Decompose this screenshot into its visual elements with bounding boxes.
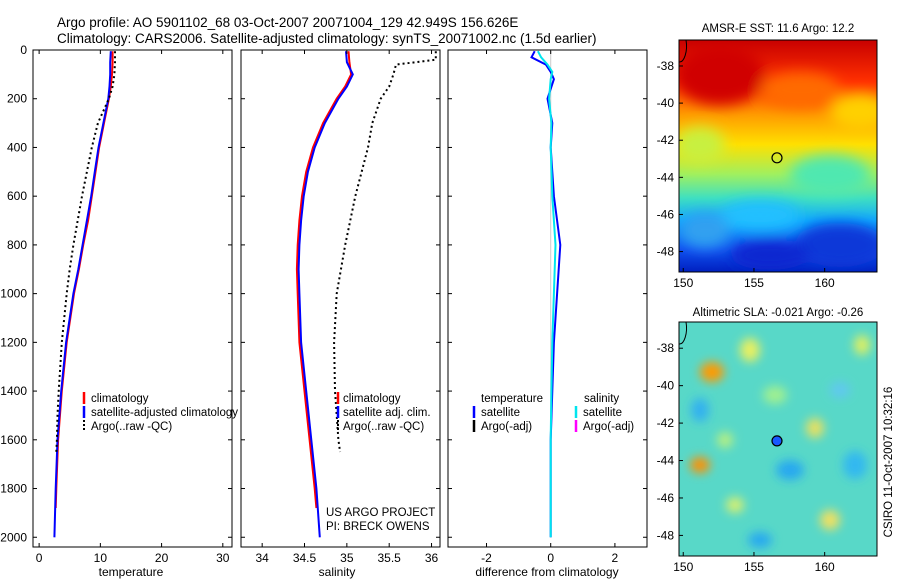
sla-coastline [678, 321, 688, 345]
header-line-2: Climatology: CARS2006. Satellite-adjuste… [57, 31, 597, 46]
map-x-tick-label: 155 [744, 560, 764, 574]
x-tick-label: 2 [612, 551, 619, 565]
x-tick-label: 30 [216, 551, 230, 565]
salinity-axes-box [240, 49, 441, 548]
map-x-tick-label: 160 [815, 560, 835, 574]
project-annotation-line-2: PI: BRECK OWENS [326, 521, 430, 533]
series-line-argo-raw-qc- [333, 51, 437, 453]
sst-heatmap [679, 40, 877, 272]
legend-label-sal-satellite: satellite [583, 407, 622, 419]
map-y-tick-label: -42 [657, 416, 675, 430]
map-y-tick-label: -46 [657, 207, 675, 221]
salinity-legend: climatology satellite adj. clim. Argo(..… [336, 392, 431, 433]
map-y-tick-label: -38 [657, 341, 675, 355]
x-tick-label: 10 [94, 551, 108, 565]
x-tick-label: 36 [425, 551, 439, 565]
x-tick-label: 0 [36, 551, 43, 565]
sla-map-frame [678, 321, 878, 557]
difference-legend: temperature salinity satellite Argo(-adj… [472, 393, 634, 433]
sla-map-panel: Altimetric SLA: -0.021 Argo: -0.26 [657, 307, 895, 574]
y-tick-label: 200 [7, 92, 27, 106]
sst-map-frame [678, 39, 878, 273]
salinity-xlabel: salinity [319, 565, 356, 579]
series-line-satellite-adjusted-climatology [53, 51, 112, 538]
sst-float-marker [771, 152, 783, 164]
x-tick-label: 34.5 [293, 551, 317, 565]
difference-xlabel: difference from climatology [475, 565, 618, 579]
x-tick-label: 35.5 [378, 551, 402, 565]
map-y-tick-label: -44 [657, 454, 675, 468]
header-line-1: Argo profile: AO 5901102_68 03-Oct-2007 … [57, 15, 518, 30]
map-y-tick-label: -40 [657, 96, 675, 110]
temperature-legend: climatology satellite-adjusted climatolo… [82, 392, 238, 433]
sst-map-title: AMSR-E SST: 11.6 Argo: 12.2 [702, 23, 855, 35]
legend-label-sal-argo: Argo(-adj) [583, 421, 634, 433]
y-tick-label: 1000 [0, 287, 27, 301]
y-tick-label: 1600 [0, 433, 27, 447]
x-tick-label: 34 [255, 551, 269, 565]
legend-label-temp-argo: Argo(-adj) [481, 421, 532, 433]
legend-label-satellite-adj: satellite adj. clim. [343, 407, 431, 419]
temperature-axes-box [32, 49, 233, 548]
difference-panel: -2 0 2 difference from climatology tempera… [447, 49, 648, 579]
legend-label-climatology: climatology [91, 393, 149, 405]
temperature-panel: 0 10 20 30 0 200 400 600 800 1000 1200 1400 1600 1800… [0, 43, 238, 579]
series-line-salinity-satellite [537, 50, 557, 538]
y-tick-label: 800 [7, 238, 27, 252]
series-line-satellite-adj-clim- [297, 51, 354, 538]
x-tick-label: -2 [481, 551, 492, 565]
sla-map-title: Altimetric SLA: -0.021 Argo: -0.26 [693, 307, 864, 319]
map-y-tick-label: -40 [657, 379, 675, 393]
x-tick-label: 20 [155, 551, 169, 565]
legend-label-climatology: climatology [343, 393, 401, 405]
legend-label-argo: Argo(..raw -QC) [343, 421, 424, 433]
sst-map-panel: AMSR-E SST: 11.6 Argo: 12.2 150 155 160 -38… [657, 23, 878, 290]
map-y-tick-label: -48 [657, 245, 675, 259]
map-x-tick-label: 150 [673, 560, 693, 574]
legend-title-temperature: temperature [481, 393, 543, 405]
project-annotation-line-1: US ARGO PROJECT [326, 507, 435, 519]
y-tick-label: 400 [7, 140, 27, 154]
y-tick-label: 1800 [0, 482, 27, 496]
y-tick-label: 0 [20, 43, 27, 57]
map-x-tick-label: 155 [744, 276, 764, 290]
sla-float-marker [771, 435, 783, 447]
map-y-tick-label: -38 [657, 59, 675, 73]
x-tick-label: 0 [547, 551, 554, 565]
y-tick-label: 1400 [0, 384, 27, 398]
series-line-climatology [295, 51, 353, 509]
map-y-tick-label: -46 [657, 491, 675, 505]
difference-axes-box [447, 49, 648, 548]
map-y-tick-label: -48 [657, 528, 675, 542]
y-tick-label: 600 [7, 189, 27, 203]
map-x-tick-label: 160 [815, 276, 835, 290]
legend-title-salinity: salinity [584, 393, 619, 405]
legend-label-temp-satellite: satellite [481, 407, 520, 419]
map-x-tick-label: 150 [673, 276, 693, 290]
legend-label-satellite-adjusted: satellite-adjusted climatology [91, 407, 238, 419]
x-tick-label: 35 [340, 551, 354, 565]
map-y-tick-label: -42 [657, 133, 675, 147]
y-tick-label: 1200 [0, 335, 27, 349]
sst-coastline [678, 39, 688, 63]
salinity-panel: 34 34.5 35 35.5 36 salinity climatology sate… [240, 49, 441, 579]
y-tick-label: 2000 [0, 530, 27, 544]
temperature-xlabel: temperature [99, 565, 164, 579]
csiro-timestamp: CSIRO 11-Oct-2007 10:32:16 [883, 387, 895, 538]
legend-label-argo: Argo(..raw -QC) [91, 421, 172, 433]
map-y-tick-label: -44 [657, 170, 675, 184]
series-line-argo-raw-qc- [55, 51, 116, 453]
